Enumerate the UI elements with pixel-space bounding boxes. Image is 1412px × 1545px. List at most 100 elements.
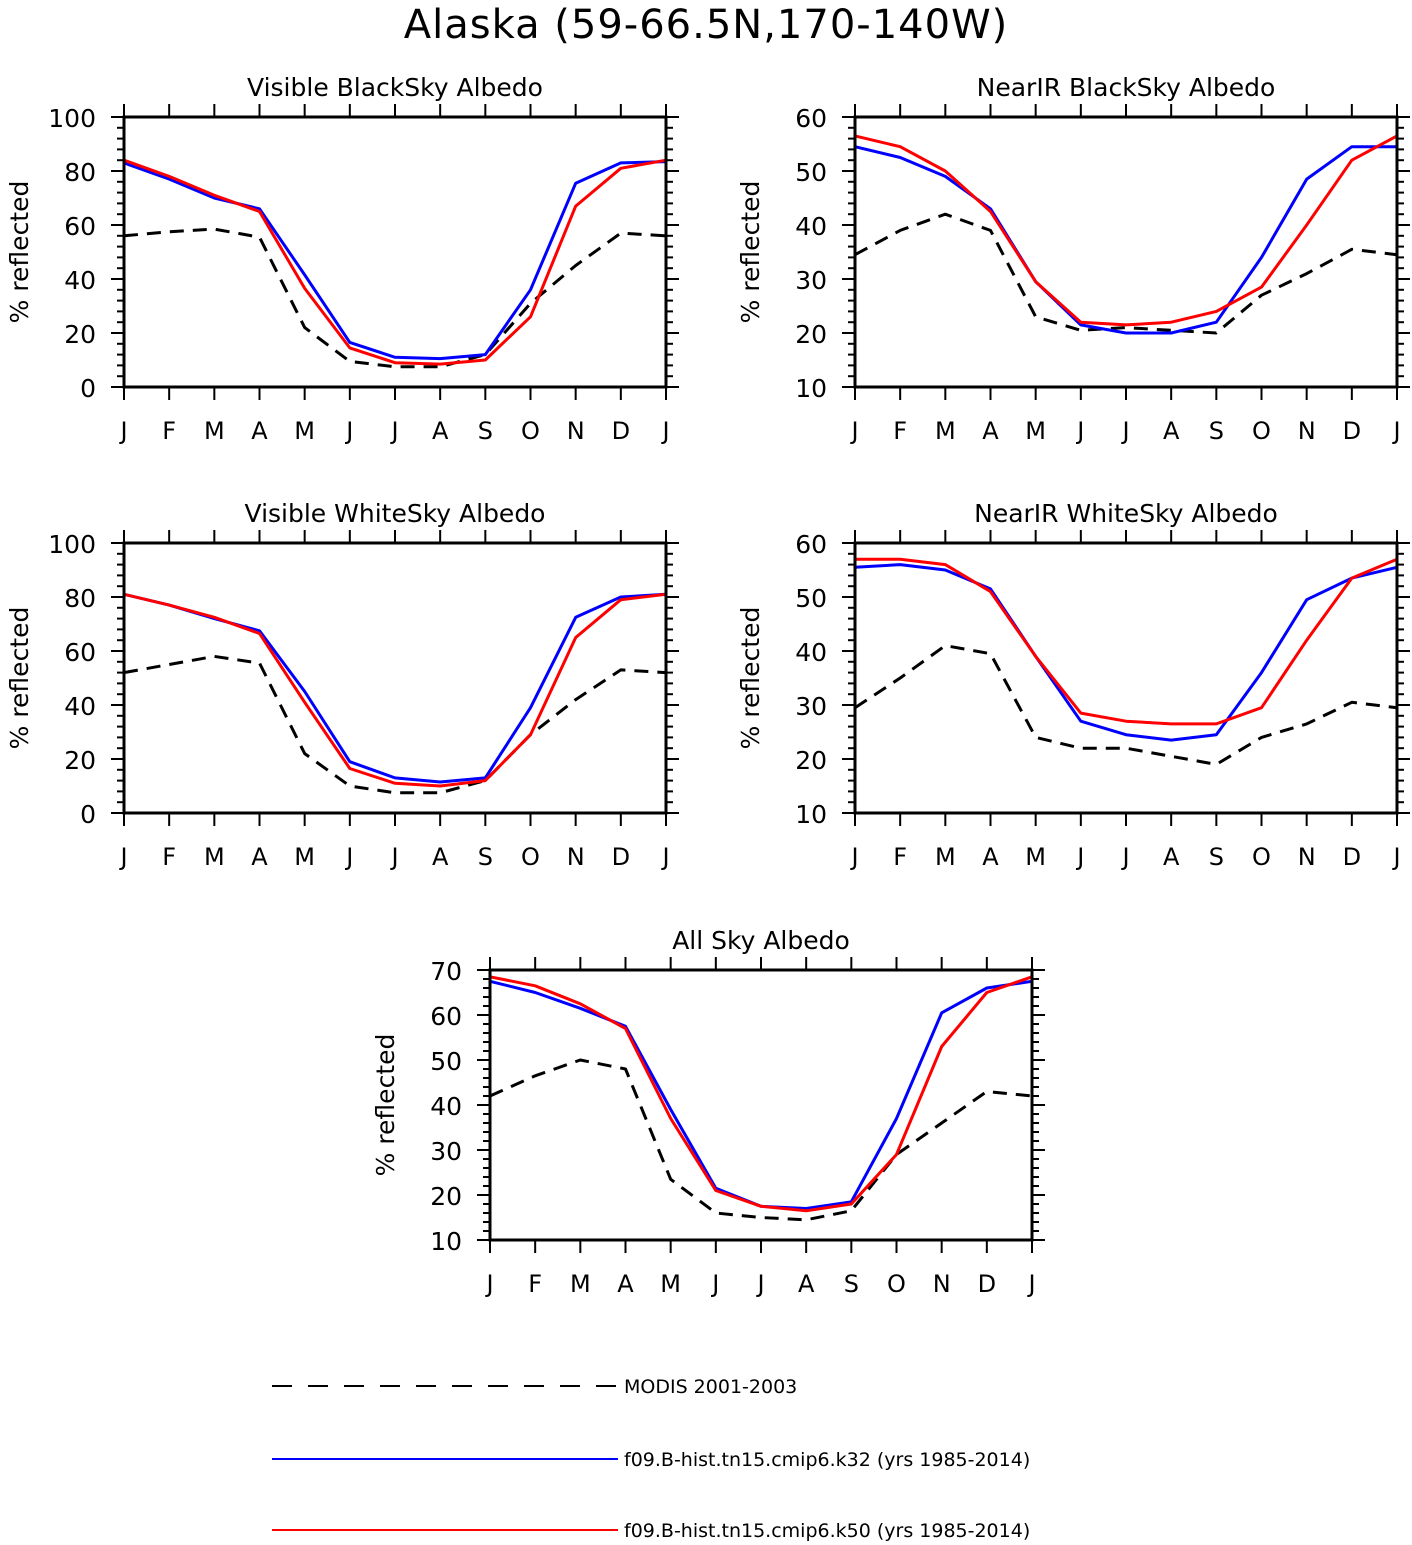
chart-panel: Visible WhiteSky Albedo % reflected 0 20 40 6… — [5, 499, 679, 871]
y-tick-label: 10 — [795, 374, 827, 403]
legend-label-modis: MODIS 2001-2003 — [624, 1376, 797, 1398]
y-tick-label: 100 — [48, 104, 96, 133]
page-title: Alaska (59-66.5N,170-140W) — [403, 2, 1009, 48]
x-tick-label: M — [570, 1270, 591, 1298]
x-tick-label: S — [1209, 417, 1224, 445]
x-tick-label: M — [204, 417, 225, 445]
x-tick-label: M — [935, 417, 956, 445]
y-tick-label: 40 — [430, 1092, 462, 1121]
y-tick-label: 50 — [795, 584, 827, 613]
y-tick-label: 0 — [80, 374, 96, 403]
legend-label-k50: f09.B-hist.tn15.cmip6.k50 (yrs 1985-2014… — [624, 1520, 1030, 1542]
y-tick-label: 20 — [795, 320, 827, 349]
chart-panel: NearIR WhiteSky Albedo % reflected 10 20 30 4… — [736, 499, 1410, 871]
x-tick-label: N — [1298, 417, 1316, 445]
x-tick-label: J — [1391, 843, 1400, 871]
x-tick-label: J — [389, 843, 398, 871]
x-tick-label: J — [660, 843, 669, 871]
chart-title: NearIR BlackSky Albedo — [977, 73, 1276, 102]
x-tick-label: A — [617, 1270, 634, 1298]
x-tick-label: A — [1163, 843, 1180, 871]
series-line-k50 — [854, 134, 1398, 327]
y-axis-label: % reflected — [371, 1034, 400, 1177]
x-tick-label: M — [204, 843, 225, 871]
x-tick-label: O — [1252, 417, 1271, 445]
y-tick-label: 60 — [795, 104, 827, 133]
y-tick-label: 10 — [795, 800, 827, 829]
chart-panel: NearIR BlackSky Albedo % reflected 10 20 30 4… — [736, 73, 1410, 445]
plot-frame — [853, 115, 1399, 389]
x-tick-label: A — [432, 417, 449, 445]
x-tick-label: O — [887, 1270, 906, 1298]
x-tick-label: J — [1120, 417, 1129, 445]
y-tick-label: 60 — [795, 530, 827, 559]
chart-panels: Visible BlackSky Albedo % reflected 0 20 40 6… — [5, 73, 1410, 1298]
x-tick-label: J — [849, 417, 858, 445]
x-tick-label: S — [844, 1270, 859, 1298]
x-tick-label: A — [251, 417, 268, 445]
y-axis-label: % reflected — [736, 181, 765, 324]
x-tick-label: J — [1075, 417, 1084, 445]
x-tick-label: N — [567, 843, 585, 871]
series-line-modis — [854, 212, 1398, 335]
chart-title: NearIR WhiteSky Albedo — [974, 499, 1278, 528]
y-tick-label: 80 — [64, 584, 96, 613]
x-tick-label: J — [484, 1270, 493, 1298]
x-tick-label: F — [162, 417, 176, 445]
x-tick-label: M — [660, 1270, 681, 1298]
plot-frame — [488, 968, 1034, 1242]
x-tick-label: J — [1026, 1270, 1035, 1298]
x-tick-label: S — [478, 417, 493, 445]
x-tick-label: F — [893, 843, 907, 871]
x-tick-label: J — [710, 1270, 719, 1298]
chart-panel: All Sky Albedo % reflected 10 20 30 40 50 60 70 J… — [371, 926, 1045, 1298]
x-tick-label: D — [612, 843, 630, 871]
x-tick-label: J — [849, 843, 858, 871]
x-tick-label: F — [893, 417, 907, 445]
y-tick-label: 20 — [795, 746, 827, 775]
x-tick-label: M — [935, 843, 956, 871]
x-tick-label: J — [118, 843, 127, 871]
y-tick-label: 50 — [795, 158, 827, 187]
x-tick-label: A — [982, 843, 999, 871]
x-tick-label: N — [1298, 843, 1316, 871]
series-line-k32 — [123, 160, 667, 361]
y-tick-label: 30 — [430, 1137, 462, 1166]
x-tick-label: J — [1120, 843, 1129, 871]
y-tick-label: 60 — [430, 1002, 462, 1031]
chart-title: Visible WhiteSky Albedo — [245, 499, 546, 528]
series-line-k50 — [489, 975, 1033, 1213]
y-tick-label: 0 — [80, 800, 96, 829]
x-tick-label: D — [1343, 843, 1361, 871]
series-line-k32 — [854, 145, 1397, 335]
y-tick-label: 100 — [48, 530, 96, 559]
x-tick-label: F — [528, 1270, 542, 1298]
x-tick-label: M — [1025, 843, 1046, 871]
x-tick-label: A — [982, 417, 999, 445]
y-tick-label: 80 — [64, 158, 96, 187]
x-tick-label: J — [660, 417, 669, 445]
x-tick-label: S — [1209, 843, 1224, 871]
x-tick-label: D — [978, 1270, 996, 1298]
chart-title: Visible BlackSky Albedo — [247, 73, 543, 102]
series-line-k50 — [123, 158, 667, 366]
y-tick-label: 30 — [795, 266, 827, 295]
y-tick-label: 60 — [64, 212, 96, 241]
series-line-k50 — [855, 557, 1398, 726]
y-tick-label: 40 — [795, 212, 827, 241]
x-tick-label: M — [294, 843, 315, 871]
series-line-modis — [854, 644, 1398, 766]
legend-label-k32: f09.B-hist.tn15.cmip6.k32 (yrs 1985-2014… — [624, 1449, 1030, 1471]
x-tick-label: O — [521, 843, 540, 871]
x-tick-label: N — [567, 417, 585, 445]
x-tick-label: M — [294, 417, 315, 445]
series-line-modis — [123, 227, 667, 369]
x-tick-label: A — [251, 843, 268, 871]
chart-panel: Visible BlackSky Albedo % reflected 0 20 40 6… — [5, 73, 679, 445]
x-tick-label: N — [933, 1270, 951, 1298]
plot-frame — [122, 115, 668, 389]
y-tick-label: 40 — [795, 638, 827, 667]
series-line-k32 — [489, 979, 1033, 1210]
series-line-modis — [489, 1058, 1033, 1222]
